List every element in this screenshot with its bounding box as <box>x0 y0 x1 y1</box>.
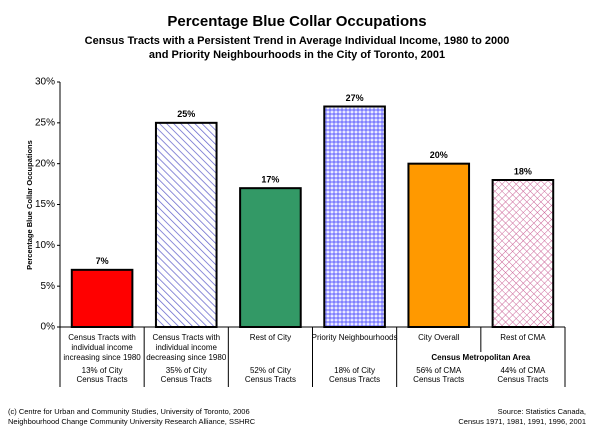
chart-title: Percentage Blue Collar Occupations <box>167 13 426 30</box>
bar <box>407 162 471 328</box>
category-note: 18% of City <box>334 366 375 375</box>
value-label: 17% <box>261 175 279 185</box>
x-tick-label: Priority Neighbourhoods <box>312 333 398 342</box>
category-note: 44% of CMA <box>500 366 546 375</box>
x-tick-label: City Overall <box>418 333 460 342</box>
value-label: 18% <box>514 166 532 176</box>
bar <box>70 268 134 329</box>
x-tick-label: individual income <box>156 343 218 352</box>
category-note: 52% of City <box>250 366 291 375</box>
chart-subtitle: Census Tracts with a Persistent Trend in… <box>85 35 510 47</box>
category-note: Census Tracts <box>161 375 212 384</box>
category-note: 13% of City <box>82 366 123 375</box>
x-tick-label: increasing since 1980 <box>63 353 141 362</box>
y-tick-label: 15% <box>35 199 55 210</box>
y-tick-label: 5% <box>41 281 56 292</box>
x-tick-label: Census Tracts with <box>152 333 220 342</box>
y-tick-label: 10% <box>35 240 55 251</box>
x-tick-label: individual income <box>71 343 133 352</box>
y-tick-label: 25% <box>35 117 55 128</box>
y-tick-label: 0% <box>41 322 56 333</box>
category-note: Census Tracts <box>413 375 464 384</box>
chart-subtitle: and Priority Neighbourhoods in the City … <box>149 49 445 61</box>
footer-right: Source: Statistics Canada, <box>498 407 586 416</box>
value-label: 27% <box>346 93 364 103</box>
category-note: Census Tracts <box>245 375 296 384</box>
value-label: 20% <box>430 150 448 160</box>
x-tick-label: decreasing since 1980 <box>146 353 227 362</box>
category-note: Census Tracts <box>329 375 380 384</box>
group-label: Census Metropolitan Area <box>431 353 530 362</box>
category-note: 35% of City <box>166 366 207 375</box>
footer-left: Neighbourhood Change Community Universit… <box>8 417 256 426</box>
y-tick-label: 30% <box>35 77 55 88</box>
bar <box>323 105 386 328</box>
category-note: Census Tracts <box>497 375 548 384</box>
category-note: Census Tracts <box>77 375 128 384</box>
value-label: 25% <box>177 109 195 119</box>
category-note: 56% of CMA <box>416 366 462 375</box>
x-tick-label: Rest of City <box>250 333 291 342</box>
x-tick-label: Census Tracts with <box>68 333 136 342</box>
footer-left: (c) Centre for Urban and Community Studi… <box>8 407 250 416</box>
bar <box>491 179 555 328</box>
y-tick-label: 20% <box>35 158 55 169</box>
x-tick-label: Rest of CMA <box>500 333 546 342</box>
value-label: 7% <box>96 256 109 266</box>
footer-right: Census 1971, 1981, 1991, 1996, 2001 <box>458 417 586 426</box>
y-axis-title: Percentage Blue Collar Occupations <box>25 140 34 270</box>
bar <box>239 187 302 328</box>
bar <box>154 121 218 329</box>
